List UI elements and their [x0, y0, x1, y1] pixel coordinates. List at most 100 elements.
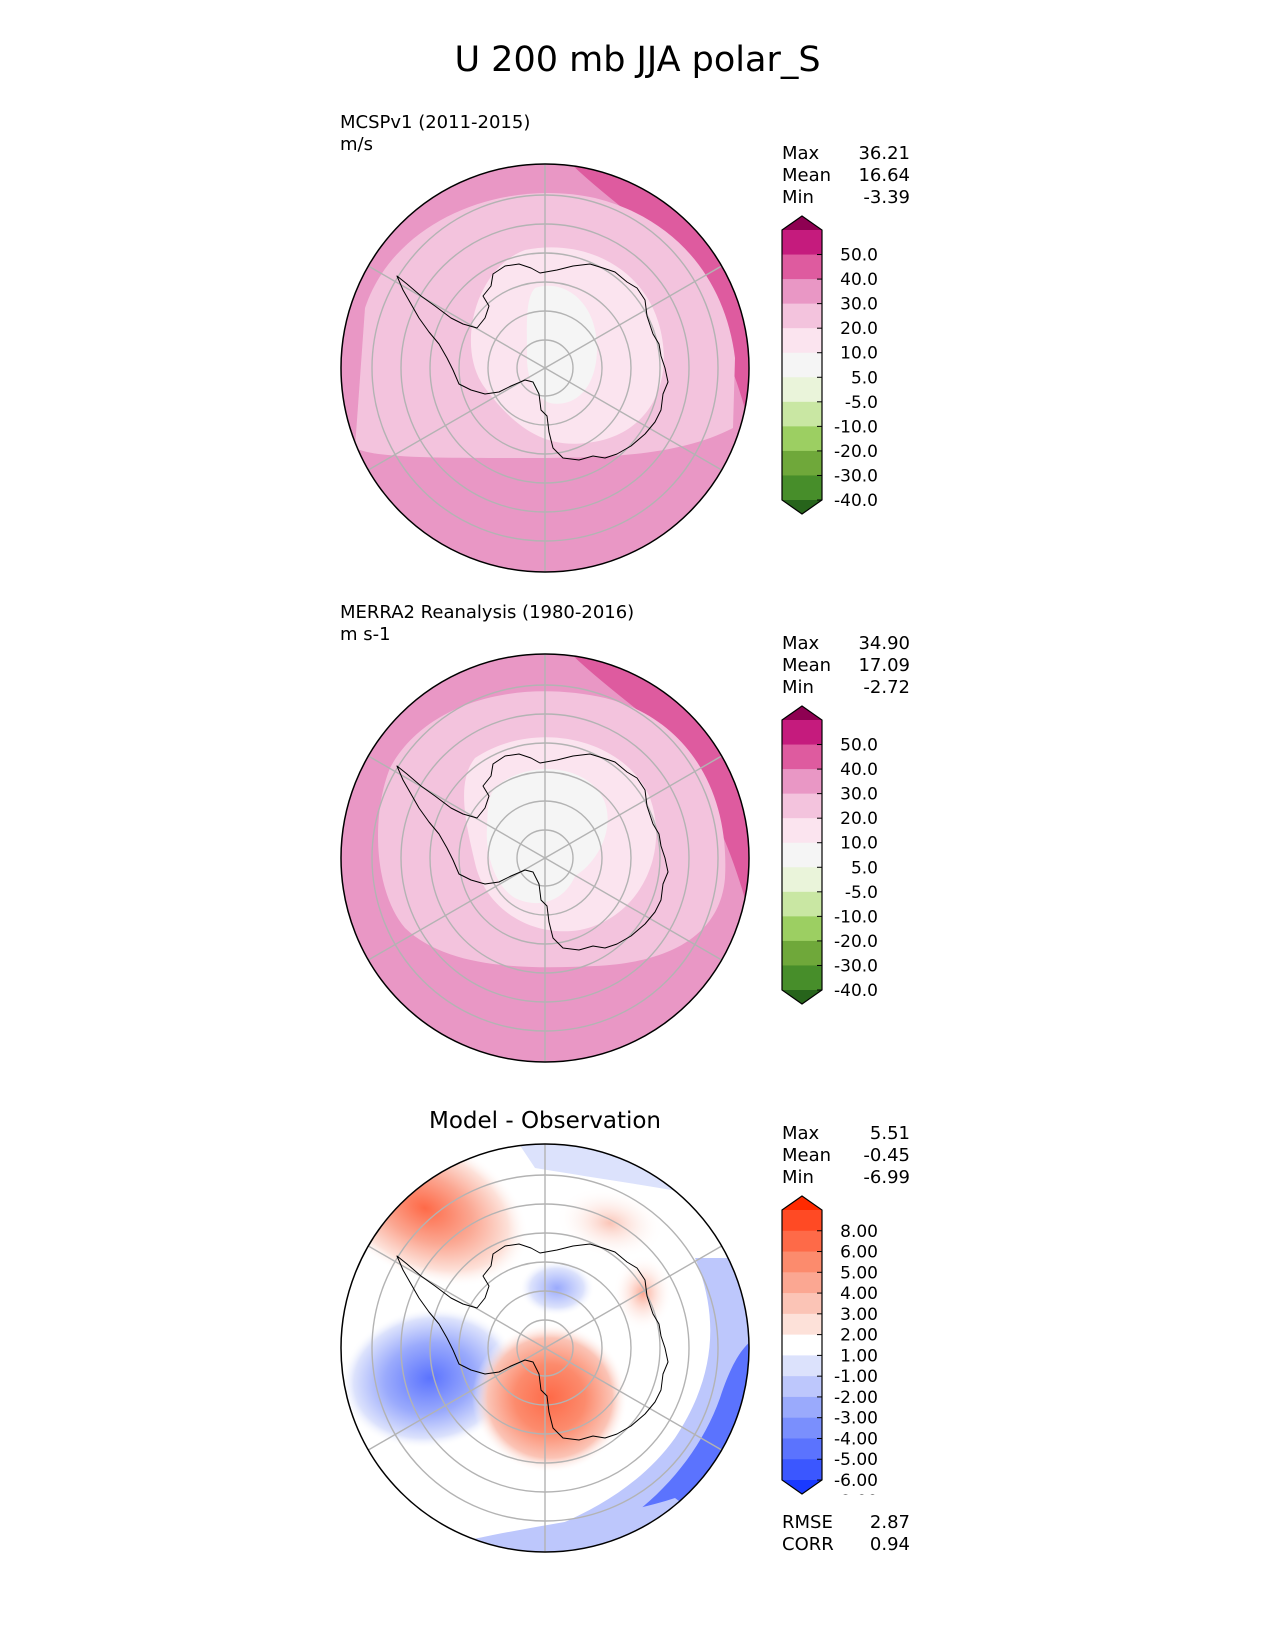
- obs-colorbar-top-extend: [782, 706, 822, 720]
- obs-coastline: [396, 753, 669, 951]
- model-colorbar-tick-label: 30.0: [840, 295, 878, 315]
- diff-colorbar-swatch: [782, 1251, 822, 1273]
- stat-value: 5.51: [869, 1123, 910, 1144]
- diff-colorbar-tick-label: 6.00: [840, 1243, 878, 1263]
- obs-colorbar: 50.0 40.0 30.0 20.0 10.0 5.0 -5.0 -10.0 -20.0 -30…: [781, 705, 878, 1005]
- model-colorbar-tick-label: 40.0: [840, 270, 878, 290]
- metric-value: 0.94: [869, 1534, 910, 1555]
- diff-colorbar-swatch: [782, 1355, 822, 1377]
- stat-value: 34.90: [858, 633, 910, 654]
- model-colorbar-tick-label: -30.0: [834, 466, 878, 486]
- diff-colorbar-tick-label: 1.00: [840, 1346, 878, 1366]
- diff-colorbar-swatch: [782, 1459, 822, 1481]
- obs-colorbar-bottom-extend: [782, 990, 822, 1004]
- stat-label: Max: [782, 633, 820, 654]
- diff-colorbar-tick-label: -3.00: [834, 1409, 878, 1429]
- stat-label: Min: [782, 677, 814, 698]
- model-panel-title: MCSPv1 (2011-2015): [340, 112, 531, 133]
- diff-negative-pole-blob: [519, 1260, 595, 1316]
- obs-colorbar-tick-label: 20.0: [840, 809, 878, 829]
- model-stats: Max 36.21 Mean 16.64 Min -3.39: [782, 143, 910, 209]
- obs-colorbar-tick-label: 50.0: [840, 736, 878, 756]
- obs-colorbar-tick-label: 5.0: [851, 858, 878, 878]
- model-colorbar-swatch: [782, 328, 822, 354]
- model-colorbar-tick-label: 50.0: [840, 246, 878, 266]
- model-colorbar-tick-label: 20.0: [840, 319, 878, 339]
- diff-positive-east-blob: [613, 1255, 673, 1331]
- stat-label: Max: [782, 143, 820, 164]
- obs-colorbar-swatch: [782, 842, 822, 868]
- obs-colorbar-swatch: [782, 793, 822, 819]
- obs-panel-title: MERRA2 Reanalysis (1980-2016): [340, 602, 635, 623]
- diff-panel-title: Model - Observation: [428, 1108, 662, 1134]
- model-colorbar-swatch: [782, 401, 822, 427]
- stat-label: Mean: [782, 1145, 832, 1166]
- model-panel-units: m/s: [340, 134, 373, 155]
- diff-colorbar-tick-label: -2.00: [834, 1388, 878, 1408]
- obs-colorbar-swatch: [782, 940, 822, 966]
- diff-colorbar: 8.006.005.004.003.002.001.00-1.00-2.00-3…: [781, 1195, 878, 1495]
- model-longitude-line: [544, 265, 723, 369]
- model-longitude-line: [367, 265, 546, 369]
- diff-metrics: RMSE 2.87 CORR 0.94: [782, 1512, 910, 1556]
- stat-label: Min: [782, 1167, 814, 1188]
- obs-colorbar-tick-label: 10.0: [840, 834, 878, 854]
- diff-colorbar-tick-label: 5.00: [840, 1263, 878, 1283]
- model-colorbar-tick-label: 5.0: [851, 368, 878, 388]
- diff-colorbar-swatch: [782, 1313, 822, 1336]
- diff-colorbar-swatch: [782, 1376, 822, 1398]
- diff-colorbar-tick-label: 8.00: [840, 1222, 878, 1242]
- model-colorbar-swatch: [782, 352, 822, 378]
- model-colorbar-bottom-extend: [782, 500, 822, 514]
- model-map-boundary: [340, 163, 750, 573]
- model-colorbar-swatch: [782, 230, 822, 256]
- obs-colorbar-swatch: [782, 867, 822, 893]
- obs-map-boundary: [340, 653, 750, 1063]
- stat-value: -3.39: [863, 187, 910, 208]
- diff-colorbar-tick-label: 2.00: [840, 1326, 878, 1346]
- obs-colorbar-tick-label: -20.0: [834, 932, 878, 952]
- diff-colorbar-swatch: [782, 1396, 822, 1419]
- obs-colorbar-tick-label: -5.0: [845, 883, 878, 903]
- obs-colorbar-swatch: [782, 891, 822, 917]
- stat-label: Max: [782, 1123, 820, 1144]
- diff-colorbar-swatch: [782, 1293, 822, 1315]
- obs-colorbar-swatch: [782, 744, 822, 770]
- model-colorbar-tick-label: 10.0: [840, 344, 878, 364]
- obs-colorbar-tick-label: -10.0: [834, 907, 878, 927]
- stat-label: Mean: [782, 165, 832, 186]
- model-colorbar-top-extend: [782, 216, 822, 230]
- diff-longitude-line: [544, 1245, 723, 1349]
- metric-label: RMSE: [782, 1512, 833, 1533]
- obs-colorbar-swatch: [782, 769, 822, 795]
- diff-longitude-line: [367, 1245, 546, 1349]
- metric-label: CORR: [782, 1534, 834, 1555]
- diff-colorbar-tick-label: -1.00: [834, 1367, 878, 1387]
- stat-value: 36.21: [858, 143, 910, 164]
- diff-colorbar-top-extend: [782, 1196, 822, 1210]
- obs-colorbar-swatch: [782, 818, 822, 844]
- obs-colorbar-tick-label: 30.0: [840, 785, 878, 805]
- obs-colorbar-tick-label: -30.0: [834, 956, 878, 976]
- diff-colorbar-swatch: [782, 1417, 822, 1439]
- page-title: U 200 mb JJA polar_S: [454, 40, 821, 80]
- diff-longitude-line: [367, 1347, 546, 1451]
- obs-colorbar-swatch: [782, 965, 822, 991]
- diff-coastline: [396, 1243, 669, 1441]
- diff-colorbar-swatch: [782, 1438, 822, 1460]
- stat-value: -0.45: [863, 1145, 910, 1166]
- obs-colorbar-tick-label: -40.0: [834, 981, 878, 1001]
- diff-colorbar-swatch: [782, 1210, 822, 1232]
- obs-colorbar-swatch: [782, 916, 822, 942]
- model-colorbar-swatch: [782, 450, 822, 476]
- model-colorbar-swatch: [782, 475, 822, 501]
- model-coastline: [396, 263, 669, 461]
- obs-longitude-line: [367, 857, 546, 961]
- model-colorbar-swatch: [782, 426, 822, 452]
- diff-polar-map: [340, 1143, 750, 1553]
- diff-colorbar-tick-label: -6.00: [834, 1471, 878, 1491]
- diff-positive-south-blob: [472, 1323, 628, 1473]
- diff-stats: Max 5.51 Mean -0.45 Min -6.99: [782, 1123, 910, 1189]
- stat-value: -6.99: [863, 1167, 910, 1188]
- stat-value: 16.64: [858, 165, 910, 186]
